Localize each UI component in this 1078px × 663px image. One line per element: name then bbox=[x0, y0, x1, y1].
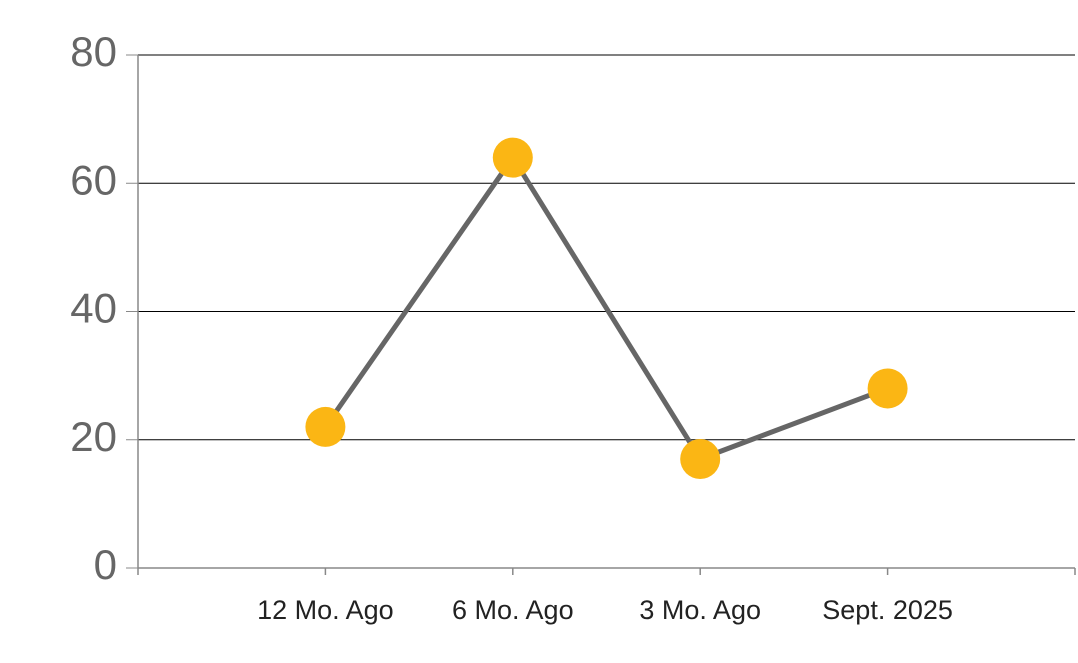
x-tick-label: 6 Mo. Ago bbox=[452, 595, 574, 625]
y-tick-label: 0 bbox=[94, 541, 117, 588]
data-point bbox=[867, 368, 908, 409]
y-tick-label: 80 bbox=[70, 28, 117, 75]
x-tick-label: Sept. 2025 bbox=[822, 595, 953, 625]
data-point bbox=[680, 438, 721, 479]
x-tick-label: 3 Mo. Ago bbox=[639, 595, 761, 625]
data-point bbox=[305, 406, 346, 447]
y-tick-label: 20 bbox=[70, 413, 117, 460]
y-tick-label: 40 bbox=[70, 285, 117, 332]
data-line bbox=[323, 155, 889, 462]
x-tick-label: 12 Mo. Ago bbox=[257, 595, 394, 625]
y-tick-label: 60 bbox=[70, 156, 117, 203]
data-point bbox=[492, 137, 533, 178]
